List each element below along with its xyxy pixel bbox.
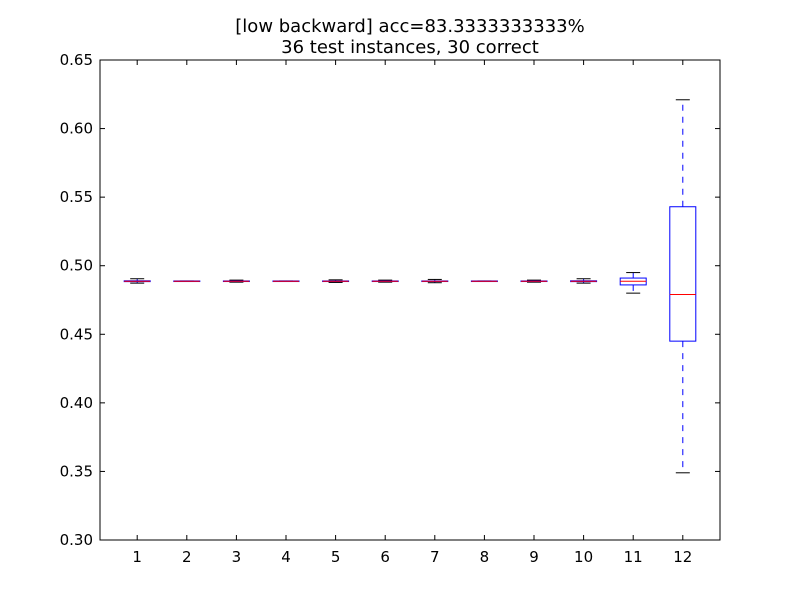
box-6 xyxy=(371,279,399,283)
y-tick-label: 0.55 xyxy=(60,188,93,206)
boxes-layer xyxy=(123,99,697,474)
box-body xyxy=(669,206,697,342)
y-tick-label: 0.50 xyxy=(60,257,93,275)
box-7 xyxy=(421,278,449,284)
x-tick-label: 7 xyxy=(430,548,440,566)
axes-layer: 0.300.350.400.450.500.550.600.651 2 3 4 5 6 7 8… xyxy=(60,51,720,566)
box-8 xyxy=(470,280,498,283)
chart-title: [low backward] acc=83.3333333333% xyxy=(235,16,584,37)
y-tick-label: 0.60 xyxy=(60,120,93,138)
x-tick-label: 3 xyxy=(232,548,242,566)
y-tick-label: 0.45 xyxy=(60,325,93,343)
box-5 xyxy=(322,279,350,283)
box-11 xyxy=(619,272,647,294)
x-tick-label: 9 xyxy=(529,548,539,566)
chart-subtitle: 36 test instances, 30 correct xyxy=(281,37,539,58)
x-tick-label: 12 xyxy=(673,548,692,566)
box-2 xyxy=(173,280,201,283)
plot-frame xyxy=(99,59,721,541)
box-10 xyxy=(570,278,598,284)
x-tick-label: 10 xyxy=(574,548,593,566)
x-tick-label: 11 xyxy=(624,548,643,566)
y-tick-label: 0.30 xyxy=(60,531,93,549)
box-12 xyxy=(669,99,697,474)
x-tick-label: 2 xyxy=(182,548,192,566)
box-3 xyxy=(222,279,250,283)
y-tick-label: 0.65 xyxy=(60,51,93,69)
box-1 xyxy=(123,278,151,284)
x-tick-label: 1 xyxy=(132,548,142,566)
x-tick-label: 4 xyxy=(281,548,291,566)
x-tick-label: 8 xyxy=(480,548,490,566)
y-tick-label: 0.40 xyxy=(60,394,93,412)
x-tick-label: 5 xyxy=(331,548,341,566)
x-tick-label: 6 xyxy=(380,548,390,566)
box-4 xyxy=(272,280,300,283)
y-tick-label: 0.35 xyxy=(60,462,93,480)
box-9 xyxy=(520,279,548,283)
